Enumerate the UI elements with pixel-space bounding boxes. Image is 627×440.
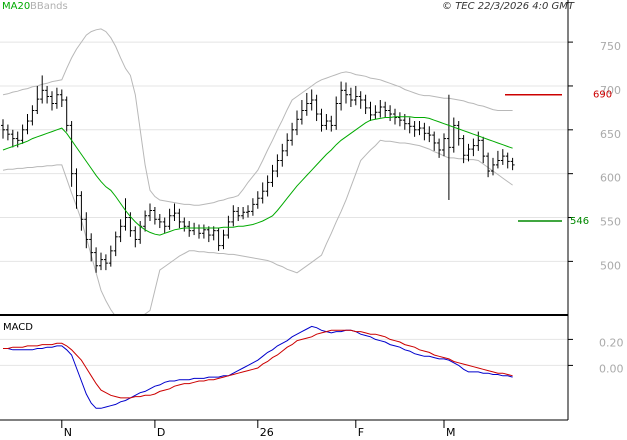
bband-lower: [2, 139, 513, 314]
price-marker-label: 690: [593, 90, 612, 101]
legend-bbands: BBands: [30, 1, 68, 12]
y-tick-label: 550: [600, 216, 621, 229]
ma20-line: [2, 116, 513, 236]
credit: © TEC 22/3/2026 4:0 GMT: [442, 1, 575, 12]
y-tick-label: 500: [600, 259, 621, 272]
macd-title: MACD: [3, 322, 33, 333]
price-marker-label: 546: [570, 216, 589, 227]
y-tick-label: 750: [600, 40, 621, 53]
legend-ma20: MA20: [2, 1, 30, 12]
x-tick-label: D: [157, 426, 165, 439]
plot-area: [3, 325, 513, 409]
y-tick-label: 700: [600, 84, 621, 97]
y-tick-label: 0.00: [599, 362, 624, 375]
bband-upper: [2, 28, 513, 206]
y-tick-label: 0.20: [599, 336, 624, 349]
macd-line: [3, 325, 513, 409]
macd-line: [3, 329, 513, 399]
x-tick-label: N: [64, 426, 72, 439]
x-tick-label: F: [358, 426, 364, 439]
x-tick-label: 26: [260, 426, 274, 439]
y-tick-label: 600: [600, 172, 621, 185]
x-tick-label: M: [446, 426, 456, 439]
plot-area: [1, 28, 515, 314]
y-tick-label: 650: [600, 128, 621, 141]
